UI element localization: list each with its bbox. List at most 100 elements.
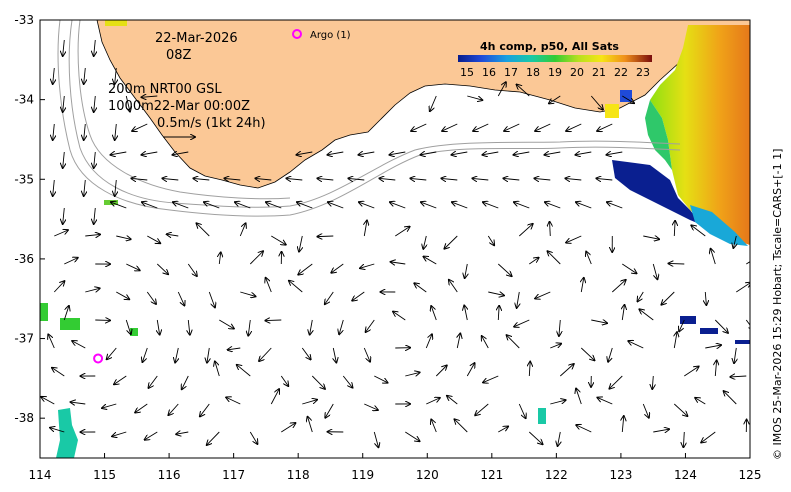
current-vector <box>622 416 623 433</box>
current-vector <box>94 207 96 224</box>
current-vector <box>405 372 419 376</box>
current-vector <box>328 202 344 209</box>
current-vector <box>271 235 285 245</box>
current-vector <box>240 291 255 296</box>
current-vector <box>325 291 334 304</box>
colorbar <box>458 55 652 62</box>
x-tick-label: 124 <box>674 468 697 482</box>
current-vector <box>465 263 468 278</box>
current-vector <box>266 202 282 209</box>
hour-label: 08Z <box>166 48 192 63</box>
current-vector <box>342 375 352 388</box>
current-vector <box>420 152 437 155</box>
current-vector <box>115 67 117 84</box>
current-vector <box>188 319 190 335</box>
current-vector <box>421 202 437 209</box>
current-vector <box>71 402 86 404</box>
current-vector <box>714 319 728 333</box>
current-vector <box>270 389 279 405</box>
current-vector <box>514 319 530 327</box>
current-vector <box>606 152 623 155</box>
current-vector <box>639 309 654 321</box>
argo-float-marker <box>93 353 104 364</box>
x-tick-label: 118 <box>287 468 310 482</box>
current-vector <box>114 375 127 384</box>
current-vector <box>691 225 706 237</box>
contour-label-1: 200m NRT00 GSL <box>108 82 222 97</box>
current-vector <box>611 280 625 293</box>
current-vector <box>498 306 499 321</box>
current-vector <box>63 151 65 168</box>
current-vector <box>653 429 669 432</box>
current-vector <box>156 263 168 274</box>
current-vector <box>142 96 158 97</box>
current-vector <box>597 398 613 405</box>
current-vector <box>50 428 65 433</box>
current-vector <box>207 347 209 363</box>
current-vector <box>483 202 499 209</box>
current-vector <box>423 257 437 265</box>
current-vector <box>84 123 86 140</box>
current-vector <box>325 403 334 418</box>
current-vector <box>451 152 468 155</box>
current-vector <box>467 95 482 100</box>
current-vector <box>608 347 613 362</box>
current-vector <box>464 306 467 321</box>
y-tick-label: -37 <box>14 332 34 346</box>
current-vector <box>147 235 160 243</box>
current-vector <box>176 432 189 434</box>
current-vector <box>393 312 406 321</box>
current-vector <box>52 368 65 377</box>
sst-patch-west1 <box>40 303 48 321</box>
current-vector <box>473 123 489 131</box>
sst-patch-west3 <box>130 328 138 336</box>
current-vector <box>503 178 520 180</box>
current-vector <box>545 202 561 209</box>
colorbar-tick-label: 15 <box>460 66 474 79</box>
x-tick-label: 117 <box>222 468 245 482</box>
argo-legend-label: Argo (1) <box>310 30 351 41</box>
current-vector <box>327 152 344 155</box>
current-vector <box>674 221 675 237</box>
current-vector <box>565 178 582 180</box>
current-vector <box>280 375 288 386</box>
current-vector <box>135 403 148 413</box>
current-vector <box>410 178 427 180</box>
current-vector <box>146 291 156 304</box>
current-vector <box>701 431 716 442</box>
sst-patch-cyan <box>690 205 748 246</box>
current-vector <box>497 82 506 97</box>
current-vector <box>457 334 460 349</box>
colorbar-tick-label: 16 <box>482 66 496 79</box>
current-vector <box>125 319 131 334</box>
y-tick-label: -34 <box>14 93 34 107</box>
current-vector <box>317 236 334 237</box>
current-vector <box>390 202 406 209</box>
colorbar-title: 4h comp, p50, All Sats <box>480 40 619 53</box>
current-vector <box>175 347 178 362</box>
current-vector <box>609 375 623 389</box>
current-vector <box>482 336 489 349</box>
current-vector <box>431 420 437 433</box>
current-vector <box>132 123 148 131</box>
current-vector <box>597 123 613 131</box>
current-vector <box>53 67 55 84</box>
colorbar-ticks: 15 16 17 18 19 20 21 22 23 <box>460 66 650 79</box>
current-vector <box>497 263 511 276</box>
current-vector <box>63 306 69 321</box>
current-vector <box>628 341 644 349</box>
contour-label-2: 1000m22-Mar 00:00Z <box>108 99 250 114</box>
current-vector <box>187 263 197 276</box>
current-vector <box>208 291 215 307</box>
current-vector <box>550 344 561 349</box>
current-vector <box>411 123 427 131</box>
current-vector <box>182 375 189 389</box>
sst-patch-south-mid <box>538 408 546 424</box>
current-vector <box>173 202 189 209</box>
y-tick-label: -38 <box>14 411 34 425</box>
current-vector <box>684 367 698 377</box>
current-vector <box>193 178 210 180</box>
sst-patch-west2 <box>60 318 80 330</box>
current-vector <box>364 403 378 410</box>
